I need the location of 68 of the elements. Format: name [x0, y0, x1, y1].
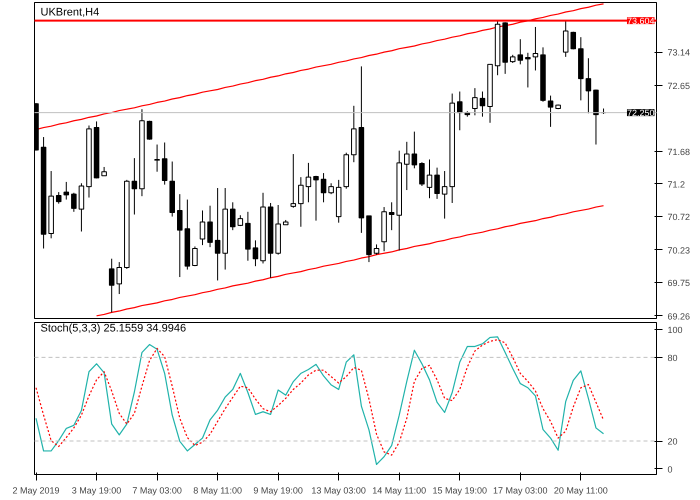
- candlestick: [71, 192, 77, 212]
- y-tick-label: 70.72: [668, 212, 690, 222]
- candlestick: [290, 154, 296, 208]
- candlestick: [412, 131, 418, 169]
- candlestick: [313, 175, 319, 222]
- candlestick: [64, 181, 70, 200]
- x-tick-label: 7 May 03:00: [132, 486, 182, 496]
- candlestick: [146, 120, 152, 140]
- candlestick: [480, 91, 486, 118]
- y-tick-label: 69.26: [668, 311, 690, 322]
- x-tick-label: 15 May 19:00: [432, 486, 488, 496]
- chart-title: Stoch(5,3,3) 25.1559 34.9946: [40, 322, 186, 334]
- candlestick: [298, 176, 304, 228]
- candlestick: [78, 182, 84, 232]
- candlestick: [132, 158, 138, 216]
- y-tick-label: 0: [668, 464, 673, 474]
- ref-line-label: 72.250: [626, 108, 655, 118]
- x-tick-label: 13 May 03:00: [311, 486, 366, 496]
- candlestick: [320, 172, 326, 203]
- x-tick-label: 3 May 19:00: [72, 486, 122, 496]
- candlestick: [404, 141, 410, 191]
- candlestick: [214, 188, 220, 281]
- candlestick: [200, 210, 206, 246]
- y-tick-label: 69.75: [668, 278, 690, 288]
- candlestick: [525, 52, 531, 88]
- candlestick: [154, 144, 160, 172]
- candlestick: [306, 162, 312, 203]
- y-tick-label: 73.14: [668, 48, 690, 58]
- candlestick: [230, 202, 236, 231]
- candlestick: [532, 26, 538, 71]
- candlestick: [456, 91, 463, 131]
- candlestick: [388, 202, 394, 231]
- candlestick: [252, 240, 258, 267]
- candlestick: [108, 258, 114, 313]
- candlestick: [434, 167, 440, 200]
- candlestick: [116, 262, 122, 295]
- x-tick-label: 17 May 03:00: [493, 486, 548, 496]
- candlestick: [374, 244, 380, 256]
- candlestick: [548, 95, 554, 128]
- y-tick-label: 71.2: [668, 179, 686, 190]
- y-tick-label: 100: [668, 324, 683, 335]
- candlestick: [442, 170, 448, 220]
- x-tick-label: 9 May 19:00: [253, 486, 303, 496]
- candlestick: [328, 182, 334, 195]
- candlestick: [586, 58, 592, 114]
- ref-line-label: 73.604: [626, 16, 655, 26]
- candlestick: [570, 31, 576, 50]
- candlestick: [472, 88, 478, 116]
- candlestick: [426, 158, 432, 199]
- candlestick: [162, 142, 168, 186]
- candlestick: [192, 246, 198, 267]
- candlestick: [518, 38, 524, 65]
- x-tick-label: 8 May 11:00: [193, 486, 242, 496]
- line-series: [96, 205, 604, 316]
- candlestick: [562, 20, 568, 58]
- x-tick-label: 20 May 11:00: [554, 486, 608, 496]
- chart-title: UKBrent,H4: [40, 6, 100, 18]
- y-tick-label: 72.65: [668, 80, 690, 91]
- y-tick-label: 80: [668, 352, 678, 363]
- candlestick: [177, 194, 183, 278]
- candlestick: [56, 192, 62, 204]
- candlestick: [207, 205, 213, 248]
- x-tick-label: 2 May 2019: [12, 486, 60, 496]
- y-tick-label: 71.68: [668, 146, 690, 157]
- y-tick-label: 70.23: [668, 245, 690, 256]
- y-tick-label: 20: [668, 436, 678, 447]
- x-tick-label: 14 May 11:00: [372, 486, 426, 496]
- candlestick: [419, 162, 425, 186]
